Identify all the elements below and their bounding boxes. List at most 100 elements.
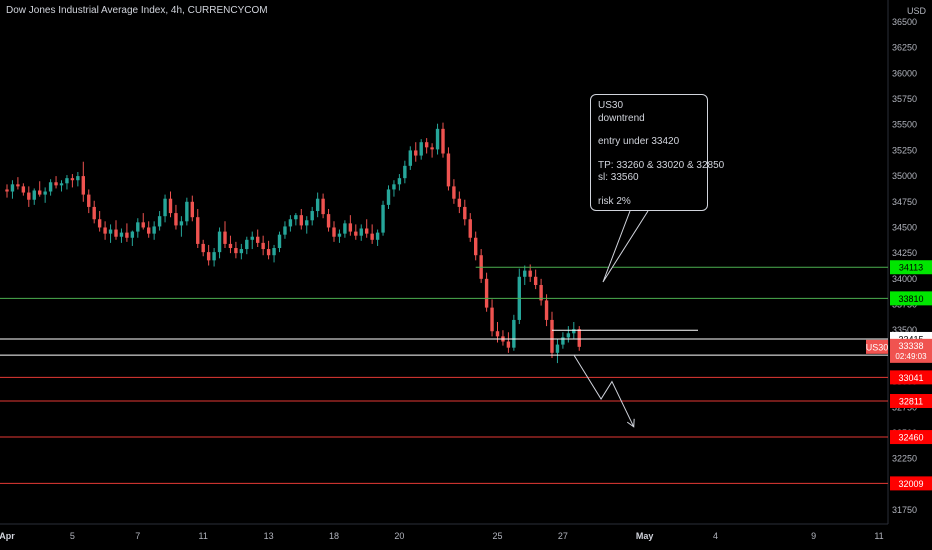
candle-body [5,189,9,192]
candle-body [577,329,581,347]
candle-body [114,229,118,237]
level-price-label: 32009 [898,479,923,489]
candle [299,208,303,230]
candle-body [528,270,532,277]
candle-body [65,178,69,184]
candle-body [239,249,244,254]
candle-body [294,215,298,220]
candle-body [305,220,309,226]
candle-body [408,150,412,166]
candle [136,218,140,238]
candle [59,180,64,192]
candle [141,213,145,230]
candle-body [152,226,156,234]
candle-body [81,176,85,195]
callout-pointer [602,210,649,283]
candle [544,294,549,327]
level-price-tag [890,370,932,385]
current-price-label: 33338 [898,341,923,351]
y-tick-label: 34750 [892,197,917,207]
candle [223,221,227,249]
trade-annotation-box[interactable]: US30 downtrend entry under 33420 TP: 332… [590,94,724,211]
candle-body [141,222,145,228]
symbol-tag-label: US30 [866,342,889,352]
x-tick-label: May [636,531,654,541]
level-price-label: 32811 [899,396,923,406]
y-tick-label: 34500 [892,222,917,232]
level-price-label: 33041 [898,373,923,383]
candle [506,332,511,353]
candle-body [365,228,369,234]
candle-body [59,183,64,186]
candle-body [550,319,554,353]
candle [5,184,9,198]
candle [174,204,178,230]
candle-body [48,182,53,192]
candle-body [130,231,135,238]
annotation-symbol: US30 [598,100,624,111]
candle [32,188,36,205]
candle [152,221,156,240]
candle-body [206,252,211,261]
candle-body [16,184,20,187]
y-tick-label: 36500 [892,17,917,27]
candle [163,194,167,223]
countdown-label: 02:49:03 [895,352,927,361]
candle [468,213,472,242]
candle [359,224,363,241]
candle [103,221,107,240]
candle [108,224,113,243]
candle [168,191,173,218]
candle-body [359,228,363,236]
candle [332,221,336,242]
x-tick-label: 13 [264,531,274,541]
candle-body [234,248,238,254]
candle [479,249,483,283]
candle [234,241,238,259]
candle [430,143,434,158]
candle-body [539,285,543,301]
candle [228,235,233,254]
candle-body [484,278,489,308]
x-tick-label: 5 [70,531,75,541]
candle [370,224,374,244]
candle [326,208,331,232]
candle-body [381,204,385,233]
y-tick-label: 34250 [892,248,917,258]
x-tick-label: 11 [874,531,883,541]
candle [147,221,151,238]
candle [261,235,265,256]
candle [408,146,412,170]
candle-body [108,229,113,234]
candle-body [386,189,391,205]
candle [517,268,521,325]
level-price-tag [890,430,932,445]
candle-body [321,198,325,215]
candle-body [490,307,494,332]
candle [463,199,467,226]
candle [381,200,385,236]
candle-body [495,331,500,337]
candle [201,239,205,257]
candle-body [87,194,91,207]
y-tick-label: 36250 [892,43,917,53]
candle-body [157,216,162,227]
candle [256,229,260,247]
candle [523,265,527,286]
x-tick-label: Apr [0,531,15,541]
candle [305,216,309,234]
level-price-label: 33810 [898,294,923,304]
candle-body [27,192,31,200]
candle [283,221,287,239]
x-tick-label: 27 [558,531,568,541]
candle-body [512,319,516,348]
candle [555,339,560,364]
candle [65,175,69,190]
candle [397,174,402,191]
candle [196,208,200,249]
candle-body [523,270,527,277]
candle-body [163,198,167,217]
level-price-tag [890,260,932,275]
candle [16,177,20,190]
